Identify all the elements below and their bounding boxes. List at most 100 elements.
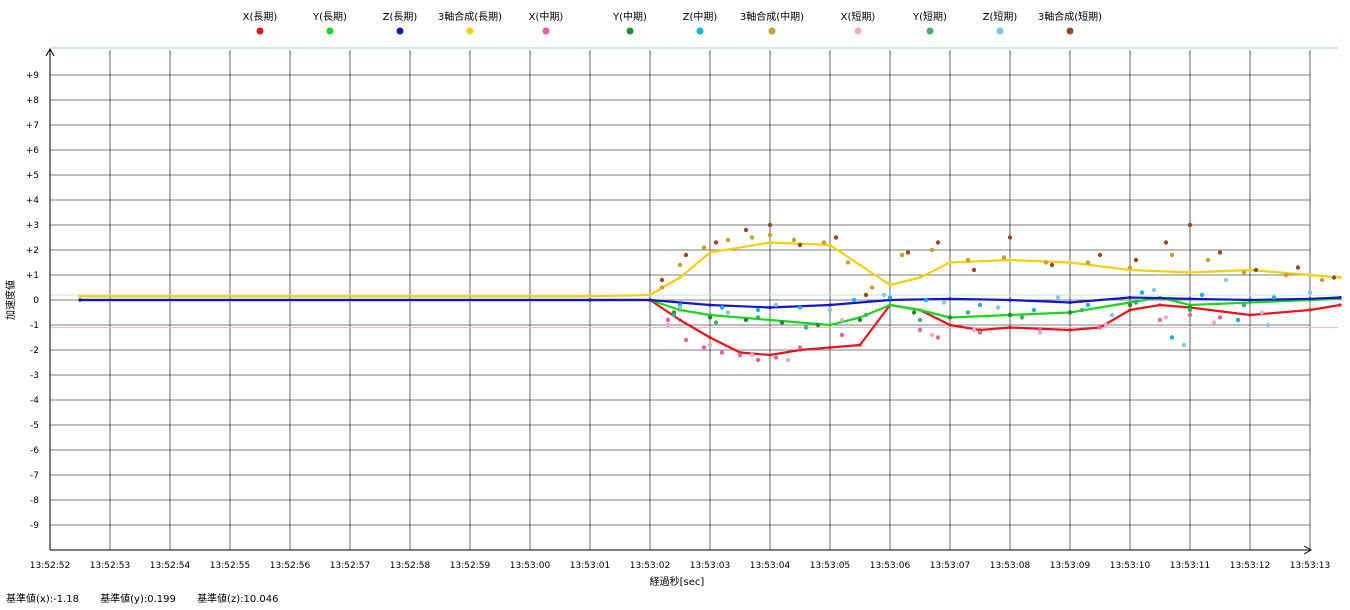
y-tick-label: 0 [33,296,39,306]
data-point [917,327,923,333]
data-point [768,353,772,357]
series-6 [677,290,1277,340]
y-tick-label: +6 [26,146,40,156]
x-tick-label: 13:53:03 [690,561,730,571]
legend-marker [926,27,934,35]
data-point [588,294,592,298]
base-value-z: 基準値(z):10.046 [197,594,279,605]
data-point [833,235,839,240]
data-point [941,300,947,305]
data-point [905,250,911,255]
data-point [911,310,917,315]
data-point [1008,258,1012,262]
data-point [1169,335,1175,340]
x-tick-label: 13:53:10 [1110,561,1151,571]
data-point [1241,302,1247,308]
data-point [1235,317,1241,323]
y-tick-label: +7 [26,121,39,131]
data-point [1007,235,1013,240]
data-point [869,285,875,290]
data-point [899,252,905,258]
data-point [1085,302,1091,308]
y-tick-label: -3 [30,371,39,381]
reference-values: 基準値(x):-1.18 基準値(y):0.199 基準値(z):10.046 [6,590,296,605]
data-point [725,310,731,315]
data-point [977,302,983,308]
data-point [1188,270,1192,275]
x-tick-label: 13:53:11 [1170,561,1210,571]
legend: X(長期) Y(長期) Z(長期) 3軸合成(長期) X(中期) Y(中期) Z(中期) 3軸… [243,10,1102,35]
data-point [665,317,671,323]
data-point [1181,342,1187,348]
y-tick-label: +9 [26,71,40,81]
data-point [827,307,833,313]
data-point [929,247,935,253]
data-point [797,305,803,310]
data-point [821,240,827,245]
data-point [917,317,923,323]
legend-label: 3軸合成(短期) [1038,10,1102,23]
legend-marker [256,27,264,35]
data-point [1205,257,1211,263]
series-3 [78,240,1342,298]
data-point [743,317,749,323]
data-point [977,330,983,335]
data-point [1128,308,1132,312]
x-tick-label: 13:52:58 [390,561,431,571]
data-point [965,257,971,263]
data-point [1248,298,1252,302]
y-tick-label: +2 [26,246,39,256]
chart-grid [49,47,1338,550]
data-point [839,332,845,338]
base-value-x: 基準値(x):-1.18 [6,594,79,605]
legend-marker [1066,27,1074,35]
data-point [785,357,791,363]
x-tick-label: 13:52:52 [30,561,70,571]
data-point [851,297,857,303]
data-point [768,318,772,322]
x-tick-label: 13:52:57 [330,561,370,571]
x-tick-label: 13:52:59 [450,561,491,571]
y-tick-label: +5 [26,171,39,181]
data-point [881,292,887,298]
y-tick-label: -5 [30,421,39,431]
legend-label: 3軸合成(長期) [438,10,502,23]
data-point [888,283,892,287]
data-point [767,232,773,238]
data-point [791,237,797,243]
x-tick-label: 13:53:08 [990,561,1031,571]
legend-label: Z(短期) [983,10,1018,23]
data-point [1217,250,1223,255]
data-point [1068,328,1072,332]
data-point [1248,313,1252,317]
series-layer [78,222,1342,363]
data-point [1085,260,1091,265]
data-point [1157,317,1163,323]
legend-marker [696,27,704,35]
y-tick-label: -7 [30,471,39,481]
data-point [1133,257,1139,263]
data-point [78,298,82,302]
data-point [947,315,953,320]
data-point [1295,265,1301,270]
data-point [1019,315,1025,320]
data-point [1163,240,1169,245]
data-point [839,317,845,323]
data-point [755,315,761,320]
data-point [929,332,935,338]
x-tick-label: 13:53:04 [750,561,791,571]
x-tick-label: 13:53:12 [1230,561,1270,571]
data-point [1187,312,1193,318]
data-point [828,303,832,307]
legend-marker [396,27,404,35]
x-tick-label: 13:53:06 [870,561,911,571]
data-point [773,355,779,360]
data-point [887,295,893,300]
data-point [749,352,755,358]
data-point [588,298,592,302]
data-point [755,357,761,363]
legend-label: Z(中期) [683,10,718,23]
data-point [1133,300,1139,305]
data-point [665,322,671,328]
series-4 [665,312,1223,363]
